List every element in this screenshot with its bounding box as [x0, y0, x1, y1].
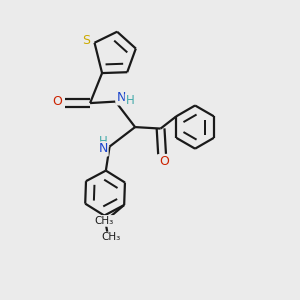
Text: S: S [82, 34, 90, 47]
Text: H: H [126, 94, 134, 107]
Text: H: H [99, 135, 107, 148]
Text: N: N [116, 92, 126, 104]
Text: O: O [52, 95, 62, 108]
Text: N: N [98, 142, 108, 155]
Text: O: O [159, 155, 169, 168]
Text: CH₃: CH₃ [94, 216, 114, 226]
Text: CH₃: CH₃ [101, 232, 121, 242]
